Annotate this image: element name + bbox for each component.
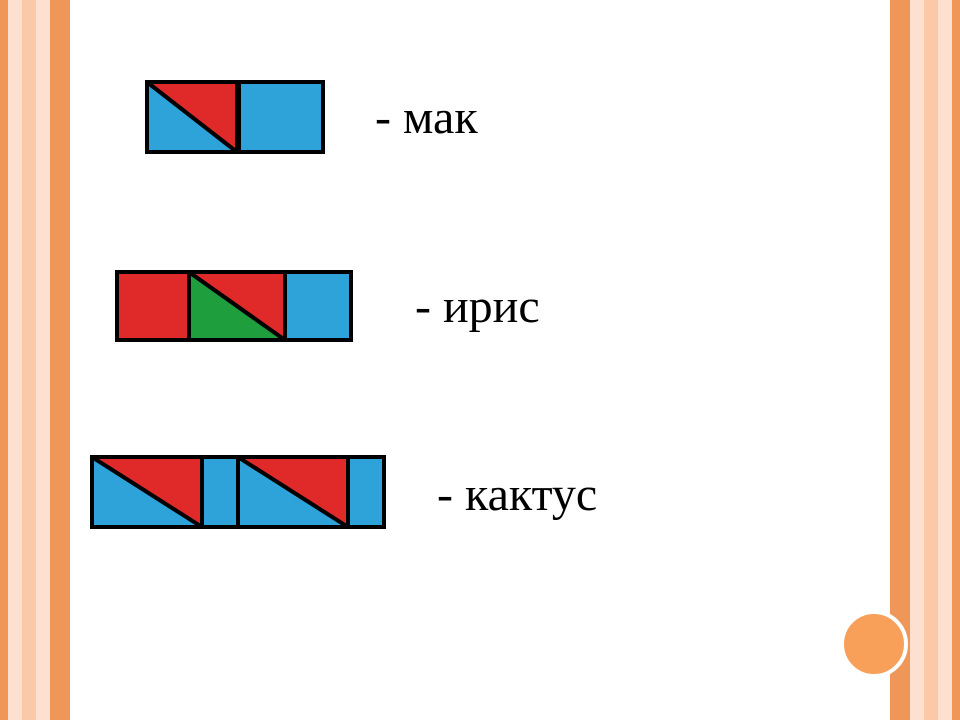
syllable-tiles-mak — [145, 80, 325, 154]
left-border-stripes — [0, 0, 70, 720]
legend-row-mak: - мак — [145, 80, 478, 154]
legend-row-kaktus: - кактус — [90, 455, 597, 533]
syllable-tiles-iris — [115, 270, 353, 342]
right-border-stripes — [890, 0, 960, 720]
legend-label-iris: - ирис — [403, 279, 540, 334]
corner-circle — [840, 610, 908, 678]
legend-label-kaktus: - кактус — [425, 467, 597, 522]
legend-row-iris: - ирис — [115, 270, 540, 342]
legend-label-mak: - мак — [375, 90, 478, 145]
syllable-tiles-kaktus — [90, 455, 390, 533]
